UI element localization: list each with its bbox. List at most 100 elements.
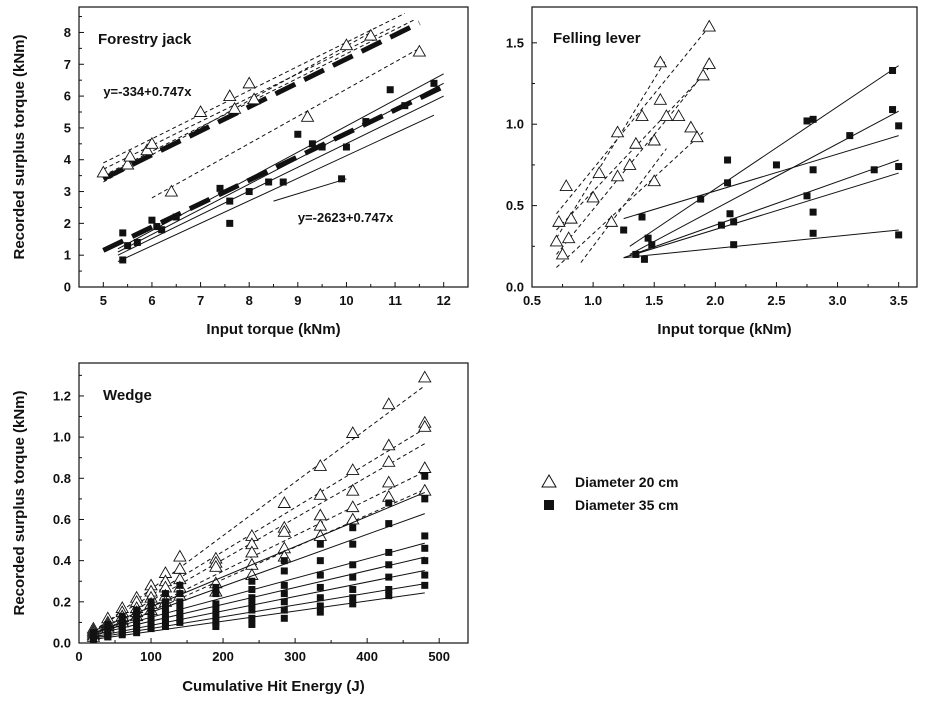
- felling-lever-x-tick-label: 3.5: [890, 293, 908, 308]
- wedge-fit-line: [93, 569, 425, 638]
- forestry-jack-triangle-point: [242, 76, 256, 89]
- wedge-triangle-point: [381, 397, 396, 410]
- forestry-jack-triangle-point: [300, 109, 315, 122]
- wedge-square-point: [385, 561, 393, 569]
- forestry-jack-x-tick-label: 5: [100, 293, 107, 308]
- felling-lever-triangle-point: [610, 169, 625, 182]
- wedge-square-point: [118, 612, 126, 620]
- wedge-triangle-point: [313, 529, 328, 541]
- legend-triangle-marker: [541, 474, 557, 488]
- wedge-triangle-point: [345, 426, 360, 438]
- wedge-triangle-point: [313, 508, 328, 521]
- felling-lever-square-point: [724, 179, 732, 187]
- wedge-x-axis-title: Cumulative Hit Energy (J): [182, 678, 365, 695]
- felling-lever-square-point: [846, 132, 854, 140]
- felling-lever-fit-line: [556, 75, 704, 231]
- wedge-square-point: [147, 610, 155, 618]
- forestry-jack-equation-label-1: y=-2623+0.747x: [298, 210, 394, 225]
- wedge-square-point: [118, 616, 126, 624]
- wedge-y-axis-title: Recorded surplus torque (kNm): [11, 390, 28, 615]
- wedge-square-point: [212, 583, 220, 591]
- wedge-square-point: [421, 557, 429, 565]
- forestry-jack-square-point: [308, 140, 316, 148]
- wedge-square-point: [212, 612, 220, 620]
- felling-lever-x-tick-label: 2.0: [706, 293, 724, 308]
- wedge-square-point: [280, 557, 288, 565]
- wedge-square-point: [133, 606, 141, 614]
- wedge-square-point: [349, 524, 357, 532]
- felling-lever-triangle-point: [559, 179, 573, 192]
- wedge-square-point: [133, 610, 141, 618]
- wedge-square-point: [421, 532, 429, 540]
- forestry-jack-square-point: [124, 242, 132, 250]
- wedge-square-point: [280, 581, 288, 589]
- forestry-jack-triangle-point: [247, 92, 261, 105]
- forestry-jack-y-tick-label: 8: [64, 25, 71, 40]
- wedge-triangle-point: [345, 463, 360, 476]
- wedge-fit-line: [93, 491, 425, 632]
- wedge-x-tick-label: 400: [356, 649, 378, 664]
- forestry-jack-triangle-point: [145, 136, 159, 149]
- legend: Diameter 20 cm Diameter 35 cm: [541, 474, 679, 513]
- felling-lever-square-point: [809, 115, 817, 123]
- felling-lever-triangle-point: [653, 92, 668, 105]
- wedge-square-point: [316, 571, 324, 579]
- felling-lever-triangle-point: [696, 68, 710, 81]
- wedge-triangle-point: [245, 545, 259, 558]
- wedge-square-point: [248, 600, 256, 608]
- wedge-fit-line: [93, 488, 425, 638]
- felling-lever-square-point: [638, 213, 646, 221]
- forestry-jack-x-axis-title: Input torque (kNm): [206, 321, 340, 338]
- forestry-jack-square-point: [294, 130, 302, 138]
- forestry-jack-square-point: [279, 178, 287, 186]
- wedge-x-tick-label: 0: [75, 649, 82, 664]
- forestry-jack-x-tick-label: 12: [436, 293, 450, 308]
- wedge-triangle-point: [345, 483, 360, 496]
- wedge-y-tick-label: 0.6: [53, 512, 71, 527]
- wedge-square-point: [104, 633, 112, 641]
- wedge-triangle-point: [418, 483, 432, 496]
- felling-lever-square-point: [640, 255, 648, 263]
- forestry-jack-triangle-point: [120, 157, 135, 170]
- forestry-jack-square-point: [119, 229, 127, 237]
- felling-lever-x-tick-label: 1.0: [584, 293, 602, 308]
- felling-lever-y-tick-label: 1.0: [506, 117, 524, 132]
- felling-lever-triangle-point: [653, 55, 668, 68]
- forestry-jack-square-point: [133, 238, 141, 246]
- felling-lever-x-tick-label: 3.0: [829, 293, 847, 308]
- wedge-square-point: [316, 540, 324, 548]
- wedge-square-point: [421, 571, 429, 579]
- wedge-square-point: [133, 625, 141, 633]
- felling-lever-triangle-point: [659, 109, 674, 122]
- wedge-square-point: [176, 618, 184, 626]
- wedge-square-point: [89, 635, 97, 643]
- felling-lever-x-tick-label: 1.5: [645, 293, 663, 308]
- wedge-square-point: [248, 620, 256, 628]
- wedge-square-point: [280, 606, 288, 614]
- felling-lever-x-axis-title: Input torque (kNm): [657, 321, 791, 338]
- felling-lever-square-point: [809, 166, 817, 174]
- wedge-y-tick-label: 0.4: [53, 553, 72, 568]
- felling-lever-square-point: [772, 161, 780, 169]
- felling-lever-triangle-point: [702, 57, 716, 69]
- forestry-jack-triangle-point: [140, 143, 154, 156]
- wedge-square-point: [421, 495, 429, 503]
- felling-lever-x-tick-label: 0.5: [523, 293, 541, 308]
- wedge-triangle-point: [313, 459, 328, 471]
- wedge-square-point: [161, 614, 169, 622]
- felling-lever-fit-line: [556, 66, 710, 255]
- forestry-jack-triangle-point: [164, 184, 179, 197]
- wedge-square-point: [248, 585, 256, 593]
- wedge-square-point: [385, 520, 393, 528]
- wedge-square-point: [161, 623, 169, 631]
- wedge-y-tick-label: 0.8: [53, 471, 71, 486]
- felling-lever-triangle-point: [561, 231, 576, 244]
- forestry-jack-triangle-point: [363, 28, 378, 41]
- felling-lever-square-point: [632, 250, 640, 258]
- wedge-square-point: [421, 544, 429, 552]
- wedge-triangle-point: [277, 524, 292, 537]
- forestry-jack-square-point: [401, 102, 409, 110]
- wedge-fit-line: [93, 385, 426, 633]
